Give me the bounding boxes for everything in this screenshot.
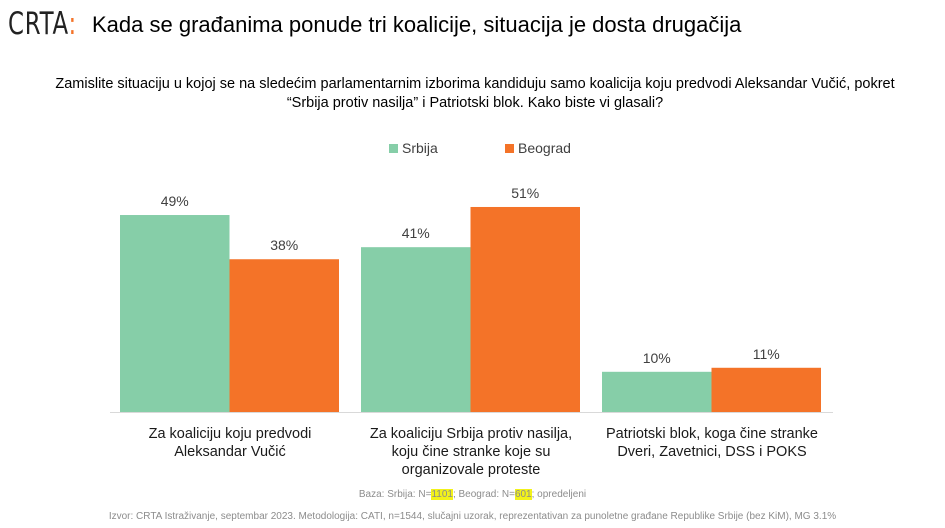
bar-beograd xyxy=(470,206,580,412)
legend-label: Srbija xyxy=(402,140,438,156)
legend-swatch xyxy=(389,143,398,153)
chart-question: Zamislite situaciju u kojoj se na sledeć… xyxy=(55,76,895,111)
bar-beograd xyxy=(711,367,821,412)
data-label: 41% xyxy=(402,225,430,241)
page-title: Kada se građanima ponude tri koalicije, … xyxy=(92,12,742,37)
data-label: 49% xyxy=(161,193,189,209)
legend-srbija: Srbija xyxy=(389,140,438,156)
source-note: Izvor: CRTA Istraživanje, septembar 2023… xyxy=(108,511,837,522)
legend-label: Beograd xyxy=(518,140,571,156)
base-note: Baza: Srbija: N=1101; Beograd: N=601; op… xyxy=(358,489,587,500)
legend-beograd: Beograd xyxy=(505,140,571,156)
data-label: 38% xyxy=(270,237,298,253)
bar-beograd xyxy=(229,259,339,412)
category-label: Za koaliciju koju predvodi Aleksandar Vu… xyxy=(148,426,312,460)
legend: Srbija Beograd xyxy=(0,140,945,160)
data-label: 51% xyxy=(511,185,539,201)
bar-srbija xyxy=(602,371,712,412)
data-label: 11% xyxy=(753,346,780,362)
legend-swatch xyxy=(505,143,514,153)
category-label: Patriotski blok, koga čine stranke Dveri… xyxy=(606,426,818,460)
bar-srbija xyxy=(361,247,471,412)
bar-srbija xyxy=(120,215,230,412)
category-label: Za koaliciju Srbija protiv nasilja, koju… xyxy=(369,426,573,478)
data-label: 10% xyxy=(643,350,671,366)
crta-logo: CRTA: xyxy=(8,6,78,42)
